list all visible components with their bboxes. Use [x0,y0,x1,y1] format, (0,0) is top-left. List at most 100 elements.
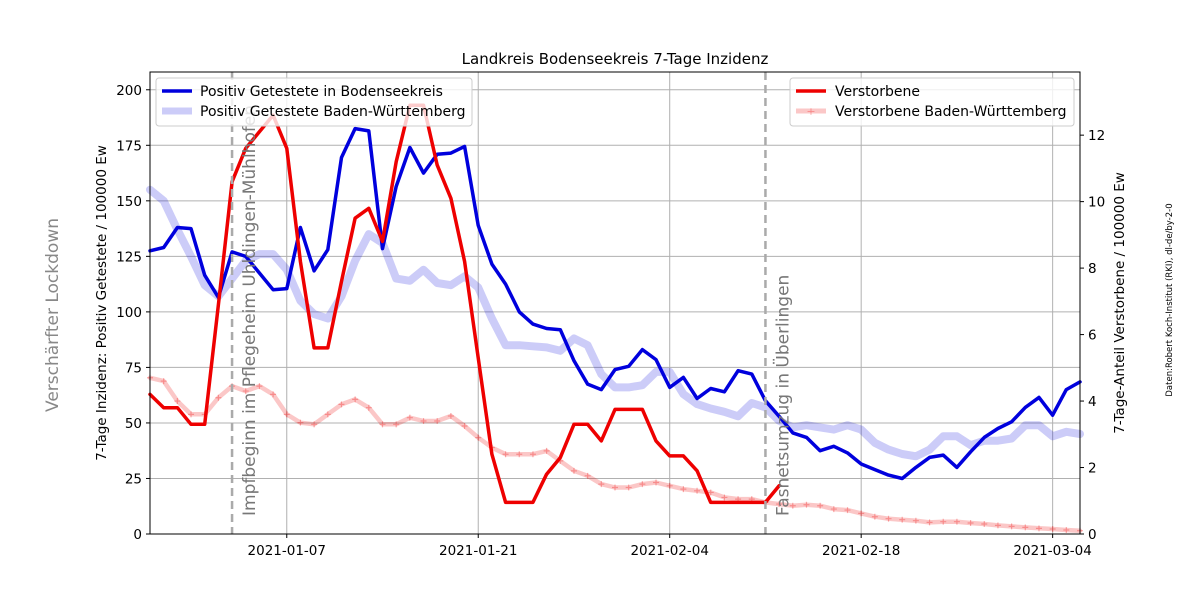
data-point-verstorbene-baden-w-rttemberg [1063,527,1070,534]
series-line-positiv-getestete-in-bodenseekreis [148,126,1082,481]
y-left-label: 7-Tage Inzidenz: Positiv Getestete / 100… [94,145,110,461]
data-point-verstorbene-baden-w-rttemberg [926,519,933,526]
y-left-tick-label: 125 [116,249,142,265]
y-right-tick-label: 6 [1088,328,1097,344]
data-point-verstorbene-baden-w-rttemberg [940,518,947,525]
data-point-verstorbene-baden-w-rttemberg [844,507,851,514]
grid [150,72,1080,535]
x-tick-label: 2021-03-04 [1013,543,1091,559]
data-point-verstorbene-baden-w-rttemberg [311,421,318,428]
legend-label-bodensee: Positiv Getestete in Bodenseekreis [200,84,443,100]
legend-right-box [789,77,1075,127]
data-point-verstorbene-baden-w-rttemberg [434,417,441,424]
legend-left-box [155,77,473,127]
data-point-verstorbene-baden-w-rttemberg [994,522,1001,529]
data-point-verstorbene-baden-w-rttemberg [680,486,687,493]
data-point-verstorbene-baden-w-rttemberg [899,516,906,523]
x-tick-label: 2021-02-04 [630,543,708,559]
data-point-verstorbene-baden-w-rttemberg [721,494,728,501]
data-point-verstorbene-baden-w-rttemberg [598,481,605,488]
data-point-verstorbene-baden-w-rttemberg [297,419,304,426]
data-point-verstorbene-baden-w-rttemberg [803,501,810,508]
y-right-tick-label: 2 [1088,461,1097,477]
data-point-verstorbene-baden-w-rttemberg [885,515,892,522]
data-point-verstorbene-baden-w-rttemberg [420,417,427,424]
series-line-verstorbene [148,103,781,505]
data-point-verstorbene-baden-w-rttemberg [256,383,263,390]
series-line-positiv-getestete-baden-w-rttemberg [146,185,1084,461]
annotations: Impfbeginn im Pflegeheim Uhldingen-Mühlh… [230,72,793,534]
data-point-verstorbene-baden-w-rttemberg [543,447,550,454]
axes: 0 25 50 75 100 125 150 175 200 0 2 4 6 8 10 12 2021-01-0… [116,83,1105,559]
y-left-tick-label: 150 [116,194,142,210]
x-tick-label: 2021-02-18 [822,543,900,559]
data-point-verstorbene-baden-w-rttemberg [242,388,249,395]
data-point-verstorbene-baden-w-rttemberg [612,484,618,491]
y-left-tick-label: 0 [133,527,142,543]
data-point-verstorbene-baden-w-rttemberg [1049,526,1056,533]
data-point-verstorbene-baden-w-rttemberg [461,422,468,429]
y-left-tick-label: 50 [125,416,142,432]
plot-frame [149,71,1081,535]
series-line-verstorbene-baden-w-rttemberg [147,375,1083,533]
data-point-verstorbene-baden-w-rttemberg [270,391,277,398]
data-point-verstorbene-baden-w-rttemberg [516,451,523,458]
data-point-verstorbene-baden-w-rttemberg [352,396,359,403]
data-point-verstorbene-baden-w-rttemberg [871,513,878,520]
data-point-verstorbene-baden-w-rttemberg [379,421,386,428]
legend-label-verstorbene: Verstorbene [835,84,920,100]
y-right-tick-label: 4 [1088,394,1097,410]
data-point-verstorbene-baden-w-rttemberg [447,413,454,420]
data-point-verstorbene-baden-w-rttemberg [858,510,865,517]
data-point-verstorbene-baden-w-rttemberg [625,484,632,491]
y-right-label: 7-Tage-Anteil Verstorbene / 100000 Ew [1112,172,1128,434]
data-point-verstorbene-baden-w-rttemberg [188,411,195,418]
data-point-verstorbene-baden-w-rttemberg [1008,523,1015,530]
data-point-verstorbene-baden-w-rttemberg [215,394,222,401]
data-point-verstorbene-baden-w-rttemberg [160,378,167,385]
annotation-text: Impfbeginn im Pflegeheim Uhldingen-Mühlh… [240,105,260,516]
y-left-tick-label: 200 [116,83,142,99]
data-point-verstorbene-baden-w-rttemberg [694,487,701,494]
data-point-verstorbene-baden-w-rttemberg [475,434,482,441]
data-point-verstorbene-baden-w-rttemberg [283,411,290,418]
y-left-tick-label: 25 [125,471,142,487]
data-point-verstorbene-baden-w-rttemberg [324,411,331,418]
legend-right: Verstorbene + Verstorbene Baden-Württemb… [789,77,1075,127]
y-right-tick-label: 8 [1088,261,1097,277]
data-point-verstorbene-baden-w-rttemberg [653,479,660,486]
y-right-tick-label: 10 [1088,195,1105,211]
legend-label-bw: Positiv Getestete Baden-Württemberg [200,104,465,120]
credit-text: Daten:Robert Koch-Institut (RKI), dl-de/… [1165,203,1175,396]
data-point-verstorbene-baden-w-rttemberg [174,398,181,405]
y-right-tick-label: 0 [1088,527,1097,543]
data-point-verstorbene-baden-w-rttemberg [707,489,714,496]
data-point-verstorbene-baden-w-rttemberg [570,467,577,474]
data-point-verstorbene-baden-w-rttemberg [967,520,974,527]
annotation-text: Fasnetsumzug in Überlingen [771,275,793,516]
y-left-tick-label: 100 [116,305,142,321]
data-point-verstorbene-baden-w-rttemberg [953,518,960,525]
legend-marker-verstorbene-bw: + [806,105,815,118]
data-point-verstorbene-baden-w-rttemberg [789,502,796,509]
y-left-tick-label: 75 [125,360,142,376]
data-point-verstorbene-baden-w-rttemberg [776,501,783,508]
data-point-verstorbene-baden-w-rttemberg [393,421,400,428]
data-point-verstorbene-baden-w-rttemberg [639,481,646,488]
data-point-verstorbene-baden-w-rttemberg [502,451,509,458]
side-text: Verschärfter Lockdown [43,218,63,412]
data-point-verstorbene-baden-w-rttemberg [1035,525,1042,532]
x-tick-label: 2021-01-07 [248,543,326,559]
legend-label-verstorbene-bw: Verstorbene Baden-Württemberg [835,104,1067,120]
data-point-verstorbene-baden-w-rttemberg [406,414,413,421]
series-layer [146,103,1084,534]
data-point-verstorbene-baden-w-rttemberg [817,502,824,509]
data-point-verstorbene-baden-w-rttemberg [584,472,591,479]
data-point-verstorbene-baden-w-rttemberg [981,521,988,528]
legend-left: Positiv Getestete in Bodenseekreis Posit… [155,77,473,127]
y-left-tick-label: 175 [116,138,142,154]
data-point-verstorbene-baden-w-rttemberg [666,482,673,489]
x-tick-label: 2021-01-21 [439,543,517,559]
chart-title: Landkreis Bodenseekreis 7-Tage Inzidenz [462,50,769,68]
